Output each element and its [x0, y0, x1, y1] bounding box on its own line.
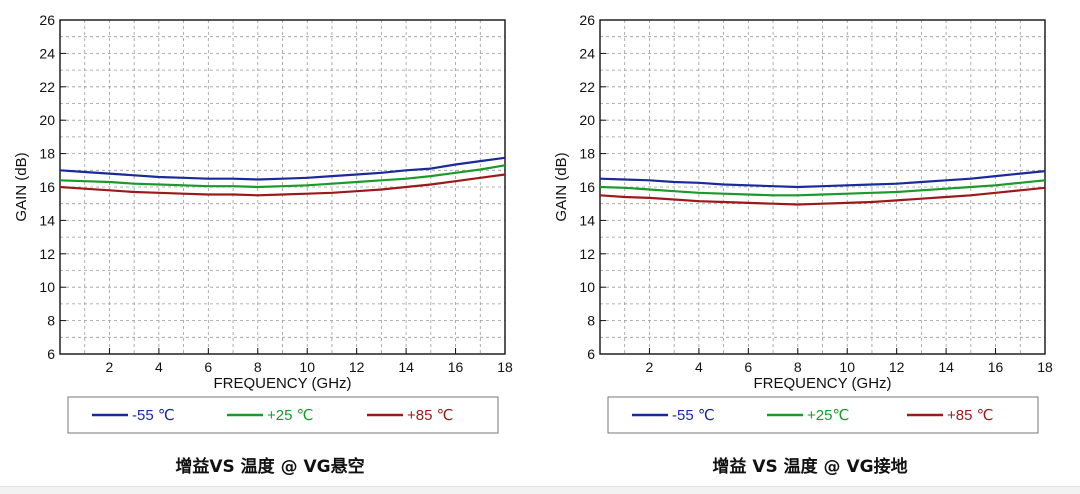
y-tick-label: 14 — [39, 212, 55, 228]
y-tick-label: 10 — [579, 279, 595, 295]
x-tick-label: 16 — [448, 359, 464, 375]
x-tick-label: 14 — [398, 359, 414, 375]
y-axis-title: GAIN (dB) — [553, 152, 570, 221]
series-line-2 — [59, 164, 506, 189]
legend-label-1: -55 ℃ — [132, 407, 175, 424]
y-tick-label: 26 — [579, 12, 595, 28]
legend-label-2: +25℃ — [807, 407, 849, 424]
y-tick-label: 12 — [39, 246, 55, 262]
x-tick-label: 8 — [794, 359, 802, 375]
chart-caption-left: 增益VS 温度 @ VG悬空 — [175, 457, 365, 477]
legend-label-3: +85 ℃ — [407, 407, 453, 424]
x-tick-label: 10 — [839, 359, 855, 375]
series-line-3 — [599, 186, 1046, 206]
x-tick-label: 12 — [889, 359, 905, 375]
bottom-divider — [0, 486, 1080, 494]
y-tick-label: 14 — [579, 212, 595, 228]
legend-box — [607, 396, 1039, 434]
grid — [600, 20, 1045, 354]
chart-panel-right: 6 8 10 12 14 16 18 20 22 24 26 2 4 6 8 10 12 14 16 18 FREQUE… — [540, 0, 1080, 493]
y-tick-label: 24 — [579, 45, 595, 61]
y-tick-label: 16 — [39, 179, 55, 195]
y-tick-label: 24 — [39, 45, 55, 61]
series-line-3 — [59, 173, 506, 197]
legend-box — [67, 396, 499, 434]
x-tick-label: 10 — [299, 359, 315, 375]
x-tick-label: 4 — [155, 359, 163, 375]
y-tick-label: 10 — [39, 279, 55, 295]
x-tick-label: 12 — [349, 359, 365, 375]
x-tick-label: 4 — [695, 359, 703, 375]
y-tick-label: 8 — [47, 313, 55, 329]
x-tick-label: 6 — [204, 359, 212, 375]
y-tick-label: 20 — [579, 112, 595, 128]
series-line-2 — [599, 179, 1046, 197]
y-tick-label: 20 — [39, 112, 55, 128]
chart-panel-left: 6 8 10 12 14 16 18 20 22 24 26 2 4 6 8 10 12 14 16 18 FREQUE… — [0, 0, 540, 493]
y-tick-label: 18 — [579, 146, 595, 162]
y-tick-label: 26 — [39, 12, 55, 28]
series-line-1 — [599, 170, 1046, 189]
x-tick-label: 2 — [646, 359, 654, 375]
x-tick-label: 6 — [744, 359, 752, 375]
y-tick-label: 12 — [579, 246, 595, 262]
x-axis-title: FREQUENCY (GHz) — [213, 375, 351, 392]
series-line-1 — [59, 156, 506, 181]
x-tick-label: 14 — [938, 359, 954, 375]
grid — [60, 20, 505, 354]
x-tick-label: 2 — [106, 359, 114, 375]
y-tick-label: 22 — [39, 79, 55, 95]
y-tick-label: 6 — [587, 346, 595, 362]
y-tick-label: 16 — [579, 179, 595, 195]
legend-label-3: +85 ℃ — [947, 407, 993, 424]
x-axis-title: FREQUENCY (GHz) — [753, 375, 891, 392]
y-tick-label: 22 — [579, 79, 595, 95]
x-tick-label: 18 — [497, 359, 513, 375]
chart-caption-right: 增益 VS 温度 @ VG接地 — [712, 457, 908, 477]
x-tick-label: 16 — [988, 359, 1004, 375]
y-axis-title: GAIN (dB) — [13, 152, 30, 221]
legend-label-1: -55 ℃ — [672, 407, 715, 424]
x-tick-label: 18 — [1037, 359, 1053, 375]
legend-label-2: +25 ℃ — [267, 407, 313, 424]
y-tick-label: 18 — [39, 146, 55, 162]
x-tick-label: 8 — [254, 359, 262, 375]
y-tick-label: 8 — [587, 313, 595, 329]
y-tick-label: 6 — [47, 346, 55, 362]
